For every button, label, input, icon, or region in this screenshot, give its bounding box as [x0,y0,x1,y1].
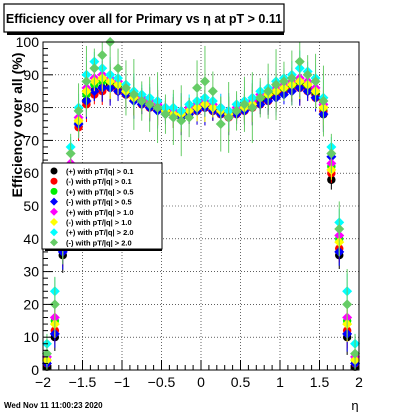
legend-box [41,162,163,250]
y-tick-label: 80 [23,100,39,116]
legend-marker [50,218,58,226]
x-axis-title: η [351,398,358,412]
y-axis-title: Efficiency over all (%) [9,53,25,198]
title-box [3,3,285,33]
y-tick-label: 50 [23,198,39,214]
legend-marker [50,197,58,206]
data-point [199,76,210,87]
legend-label: (-) with pT/|q| > 0.1 [66,177,132,186]
chart-title: Efficiency over all for Primary vs η at … [6,12,282,26]
data-point [271,79,282,90]
data-point [334,223,345,234]
series-group [41,37,361,371]
y-tick-label: 40 [23,231,39,247]
data-point [302,69,313,80]
legend-label: (-) with pT/|q| > 2.0 [66,238,132,247]
y-tick-label: 70 [23,132,39,148]
data-point [342,299,353,310]
data-point [81,76,92,87]
legend: (+) with pT/|q| > 0.1(-) with pT/|q| > 0… [41,162,163,251]
x-tick-label: 2 [355,374,363,390]
x-tick-label: −1.5 [69,374,97,390]
data-point [113,63,124,74]
legend-box-shadow [45,249,162,251]
data-point [41,348,52,359]
data-point [223,112,234,123]
legend-marker [50,238,58,247]
data-point [192,82,203,93]
data-point [310,76,321,87]
x-tick-label: 0.5 [231,374,251,390]
y-tick-label: 60 [23,165,39,181]
x-tick-label: −2 [35,374,51,390]
data-point [247,102,258,113]
data-point [73,105,84,116]
data-point [152,102,163,113]
data-point [168,112,179,123]
y-tick-label: 0 [31,362,39,378]
y-tick-label: 30 [23,264,39,280]
data-point [176,115,187,126]
data-point [239,99,250,110]
data-point [128,89,139,100]
axes: −2 −1.5 −1 −0.5 0 0.5 1 1.5 20102030405060708090… [16,34,363,390]
timestamp: Wed Nov 11 11:00:23 2020 [4,401,103,410]
data-point [263,86,274,97]
data-point [184,112,195,123]
title-box-shadow [7,32,284,35]
data-point [49,299,60,310]
data-point [278,76,289,87]
x-tick-label: 0 [197,374,205,390]
legend-label: (-) with pT/|q| > 1.0 [66,218,132,227]
legend-marker [50,207,58,216]
data-point [231,105,242,116]
y-tick-label: 100 [16,34,40,50]
data-point [326,148,337,159]
legend-label: (+) with pT/|q| > 0.1 [66,167,134,176]
data-point [120,82,131,93]
y-tick-label: 20 [23,296,39,312]
legend-label: (+) with pT/|q| > 1.0 [66,208,134,217]
y-tick-label: 90 [23,67,39,83]
x-tick-label: −0.5 [148,374,176,390]
data-point [294,56,305,67]
x-tick-label: 1 [276,374,284,390]
x-tick-label: 1.5 [310,374,330,390]
legend-label: (+) with pT/|q| > 2.0 [66,228,134,237]
y-tick-label: 10 [23,329,39,345]
data-point [97,50,108,61]
data-point [89,63,100,74]
data-point [286,73,297,84]
data-point [207,86,218,97]
legend-marker [50,187,58,195]
data-point [144,99,155,110]
legend-marker [50,177,58,185]
legend-label: (-) with pT/|q| > 0.5 [66,198,132,207]
legend-marker [50,167,58,175]
data-point [65,148,76,159]
legend-label: (+) with pT/|q| > 0.5 [66,187,134,196]
data-point [318,96,329,107]
data-point [255,92,266,103]
data-point [350,348,361,359]
x-tick-label: −1 [114,374,130,390]
data-point [160,109,171,120]
legend-marker [50,228,58,237]
series-8 [41,37,361,370]
data-point [136,96,147,107]
data-point [215,119,226,129]
